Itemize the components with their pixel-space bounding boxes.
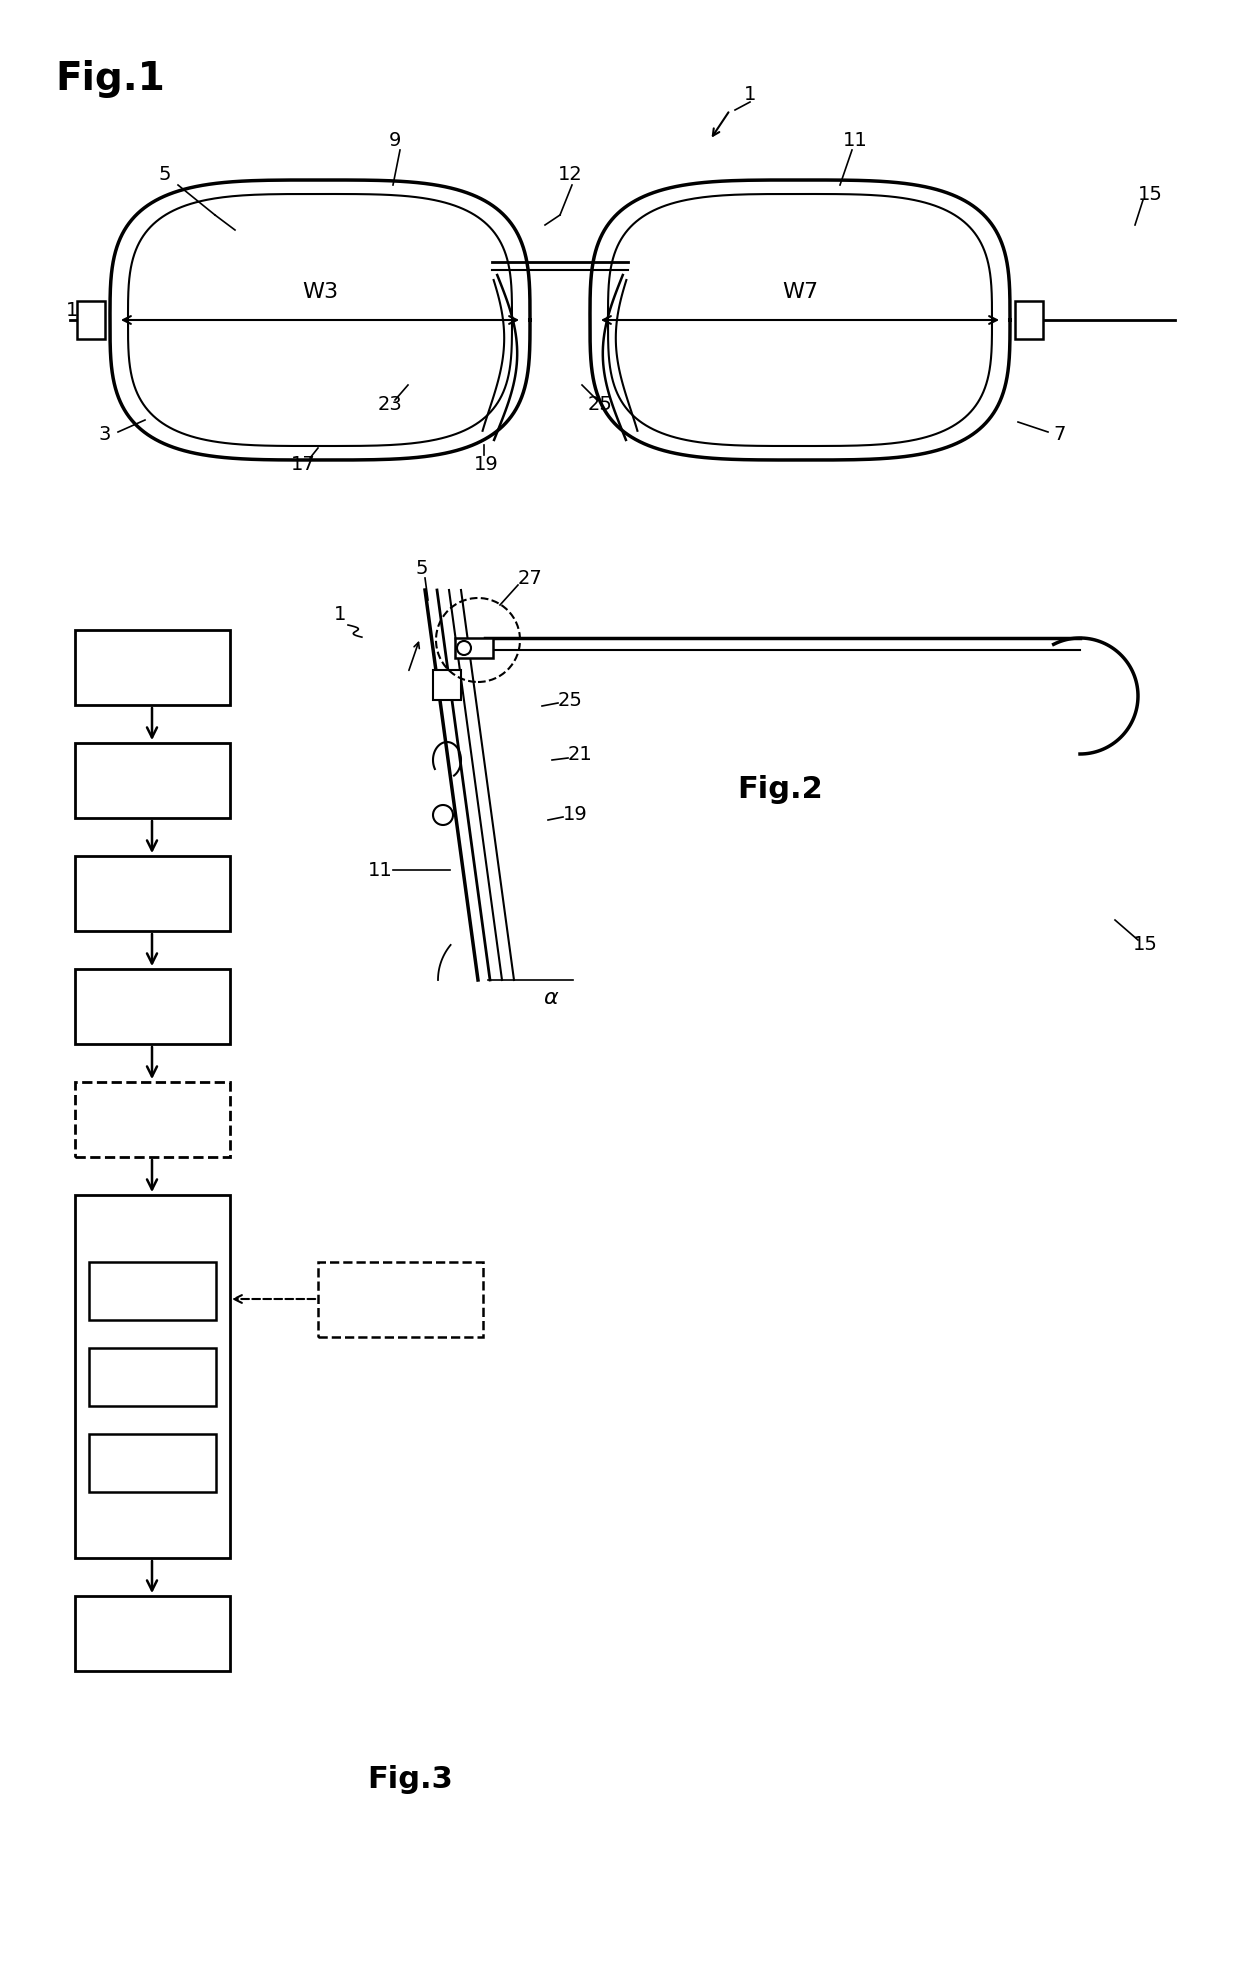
Text: S2: S2 [136,768,167,792]
Text: 15: 15 [1132,936,1157,954]
Bar [317,1262,484,1337]
Text: S5: S5 [136,1217,167,1240]
Text: Fig.3: Fig.3 [367,1766,453,1795]
Text: S51: S51 [133,1282,172,1302]
Text: 25: 25 [558,691,583,709]
Bar [74,1596,229,1671]
Bar [77,300,105,340]
Text: 3: 3 [99,425,112,444]
Bar [74,855,229,930]
Text: 5: 5 [159,166,171,184]
Text: Fig.1: Fig.1 [55,59,165,99]
Text: 1: 1 [334,606,346,624]
Text: S1: S1 [138,656,167,679]
Bar [89,1349,216,1406]
Text: S55: S55 [133,1454,172,1473]
Text: 1: 1 [744,85,756,105]
Text: 23: 23 [378,395,402,415]
Text: $\alpha$: $\alpha$ [543,988,559,1007]
Text: 19: 19 [563,806,588,824]
Bar [74,743,229,818]
Text: W7: W7 [782,282,818,302]
Bar [74,630,229,705]
Text: S3: S3 [136,881,167,905]
Circle shape [433,806,453,826]
Text: 21: 21 [568,745,593,764]
Text: 27: 27 [517,569,542,587]
Bar [89,1262,216,1319]
Bar [74,1082,229,1157]
Text: 19: 19 [474,456,498,474]
Text: 7: 7 [1054,425,1066,444]
Text: S71: S71 [381,1290,420,1309]
Text: S4: S4 [136,995,167,1019]
Text: 12: 12 [558,166,583,184]
Bar [455,638,494,658]
Bar [74,970,229,1045]
Text: Fig.2: Fig.2 [737,776,823,804]
Text: 11: 11 [843,130,867,150]
Text: 11: 11 [367,861,392,879]
Text: 13: 13 [66,300,91,320]
Text: S53: S53 [133,1367,172,1386]
Text: 17: 17 [290,456,315,474]
Bar [89,1434,216,1491]
Text: 5: 5 [415,559,428,577]
Text: 25: 25 [588,395,613,415]
Bar [433,670,461,699]
Bar [1016,300,1043,340]
Circle shape [458,642,471,656]
Text: S7: S7 [136,1621,167,1645]
Text: S6: S6 [136,1108,167,1132]
Text: W3: W3 [301,282,339,302]
Text: 15: 15 [1137,186,1162,205]
Text: 9: 9 [389,130,402,150]
Bar [74,1195,229,1558]
